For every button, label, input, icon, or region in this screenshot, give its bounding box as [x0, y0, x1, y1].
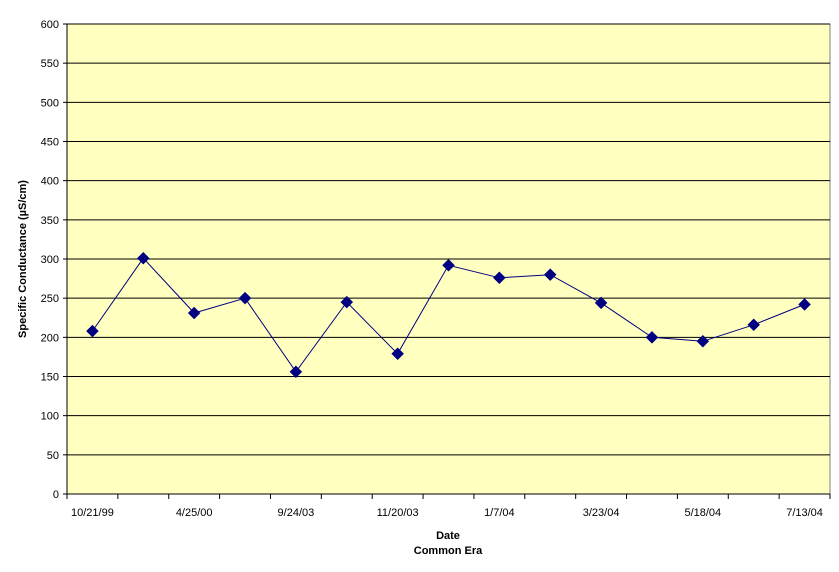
y-tick-label: 600	[41, 19, 59, 31]
y-tick-label: 100	[41, 411, 59, 423]
data-point	[798, 298, 811, 311]
x-tick-label: 3/23/04	[583, 507, 620, 519]
y-tick-label: 500	[41, 97, 59, 109]
data-point	[645, 330, 659, 344]
y-tick-label: 350	[41, 215, 59, 227]
series	[86, 251, 811, 379]
data-point	[86, 324, 99, 338]
gridlines	[67, 23, 830, 456]
data-point	[187, 306, 201, 320]
y-axis-title: Specific Conductance (µS/cm)	[17, 180, 29, 338]
y-tick-label: 200	[41, 332, 59, 344]
y-tick-label: 400	[41, 176, 59, 188]
data-point	[493, 271, 506, 285]
y-tick-label: 50	[47, 450, 59, 462]
y-tick-label: 550	[41, 58, 59, 70]
x-axis-ticks: 10/21/99 4/25/00 9/24/03 11/20/03 1/7/04 3/23…	[66, 494, 831, 519]
y-tick-label: 450	[41, 137, 59, 149]
y-tick-label: 0	[53, 489, 59, 501]
x-axis-title: Date	[436, 530, 460, 542]
data-point	[442, 258, 455, 272]
x-tick-label: 11/20/03	[377, 507, 419, 519]
data-point	[747, 318, 761, 332]
x-tick-label: 1/7/04	[484, 507, 515, 519]
x-axis-subtitle: Common Era	[414, 545, 483, 557]
data-point	[391, 347, 404, 361]
data-point	[136, 251, 150, 265]
data-point	[543, 268, 557, 282]
x-tick-label: 7/13/04	[786, 507, 823, 519]
data-point	[238, 291, 252, 305]
x-tick-label: 4/25/00	[176, 507, 213, 519]
x-tick-label: 10/21/99	[71, 507, 114, 519]
y-tick-label: 150	[41, 372, 59, 384]
data-point	[696, 334, 710, 348]
y-tick-label: 250	[41, 293, 59, 305]
x-tick-label: 5/18/04	[684, 507, 721, 519]
x-tick-label: 9/24/03	[278, 507, 315, 519]
data-point	[289, 365, 303, 379]
y-tick-label: 300	[41, 254, 59, 266]
y-axis-ticks: 0 50 100 150 200 250 300 350 400 450 500 550 600	[41, 19, 67, 501]
data-point	[340, 295, 354, 309]
data-point	[594, 296, 608, 310]
